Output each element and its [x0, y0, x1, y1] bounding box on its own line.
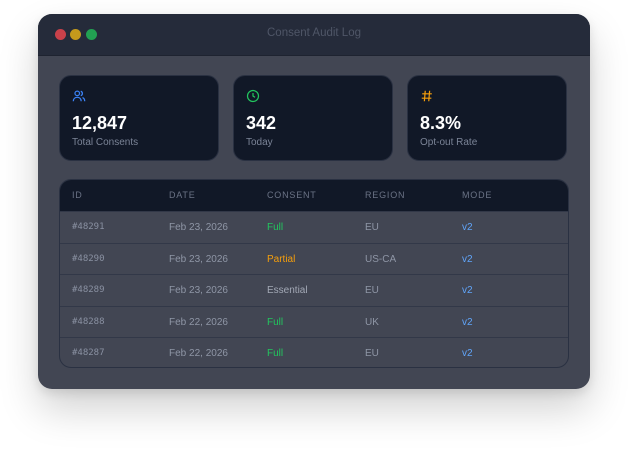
cell-date: Feb 23, 2026	[169, 285, 228, 296]
cell-region: EU	[365, 285, 379, 296]
stat-card-opt-out-rate: 8.3% Opt-out Rate	[407, 75, 567, 161]
app-window: Consent Audit Log 12,847 Total Consents …	[38, 14, 590, 389]
cell-id: #48291	[72, 222, 105, 232]
cell-date: Feb 22, 2026	[169, 348, 228, 359]
cell-mode: v2	[462, 285, 473, 296]
cell-consent: Full	[267, 222, 284, 233]
cell-consent: Partial	[267, 253, 296, 265]
cell-id: #48287	[72, 348, 105, 358]
cell-date: Feb 23, 2026	[169, 222, 228, 233]
table-row[interactable]: #48290 Feb 23, 2026 Partial US-CA v2	[60, 242, 568, 275]
hash-icon	[421, 90, 432, 102]
stat-label: Total Consents	[72, 137, 139, 148]
cell-region: US-CA	[365, 253, 397, 265]
stat-label: Opt-out Rate	[420, 137, 478, 148]
cell-id: #48290	[72, 253, 105, 264]
column-header-id[interactable]: ID	[72, 190, 83, 200]
stat-label: Today	[246, 137, 273, 148]
close-button[interactable]	[55, 29, 66, 40]
column-header-mode[interactable]: MODE	[462, 190, 493, 200]
stat-card-today: 342 Today	[233, 75, 393, 161]
window-title: Consent Audit Log	[267, 27, 361, 39]
consent-table: ID DATE CONSENT REGION MODE #48291 Feb 23…	[59, 179, 569, 368]
cell-mode: v2	[462, 222, 473, 233]
cell-id: #48289	[72, 285, 105, 295]
stat-value: 8.3%	[420, 113, 462, 133]
cell-region: UK	[365, 316, 379, 328]
cell-id: #48288	[72, 316, 105, 327]
table-row[interactable]: #48289 Feb 23, 2026 Essential EU v2	[60, 274, 568, 306]
table-header: ID DATE CONSENT REGION MODE	[60, 180, 568, 211]
cell-mode: v2	[462, 348, 473, 359]
table-row[interactable]: #48291 Feb 23, 2026 Full EU v2	[60, 211, 568, 243]
cell-date: Feb 22, 2026	[169, 316, 228, 328]
cell-region: EU	[365, 222, 379, 233]
minimize-button[interactable]	[70, 29, 81, 40]
cell-mode: v2	[462, 253, 473, 265]
maximize-button[interactable]	[86, 29, 97, 40]
users-icon	[72, 90, 86, 102]
column-header-region[interactable]: REGION	[365, 190, 406, 200]
stat-value: 342	[246, 113, 277, 133]
cell-date: Feb 23, 2026	[169, 253, 228, 265]
cell-consent: Full	[267, 316, 284, 328]
cell-consent: Full	[267, 348, 284, 359]
table-row[interactable]: #48287 Feb 22, 2026 Full EU v2	[60, 337, 568, 367]
stat-value: 12,847	[72, 113, 128, 133]
cell-region: EU	[365, 348, 379, 359]
cell-mode: v2	[462, 316, 473, 328]
stat-card-total-consents: 12,847 Total Consents	[59, 75, 219, 161]
clock-icon	[246, 89, 260, 103]
table-row[interactable]: #48288 Feb 22, 2026 Full UK v2	[60, 305, 568, 338]
column-header-consent[interactable]: CONSENT	[267, 190, 317, 200]
column-header-date[interactable]: DATE	[169, 190, 196, 200]
cell-consent: Essential	[267, 285, 308, 296]
title-bar: Consent Audit Log	[38, 14, 590, 56]
